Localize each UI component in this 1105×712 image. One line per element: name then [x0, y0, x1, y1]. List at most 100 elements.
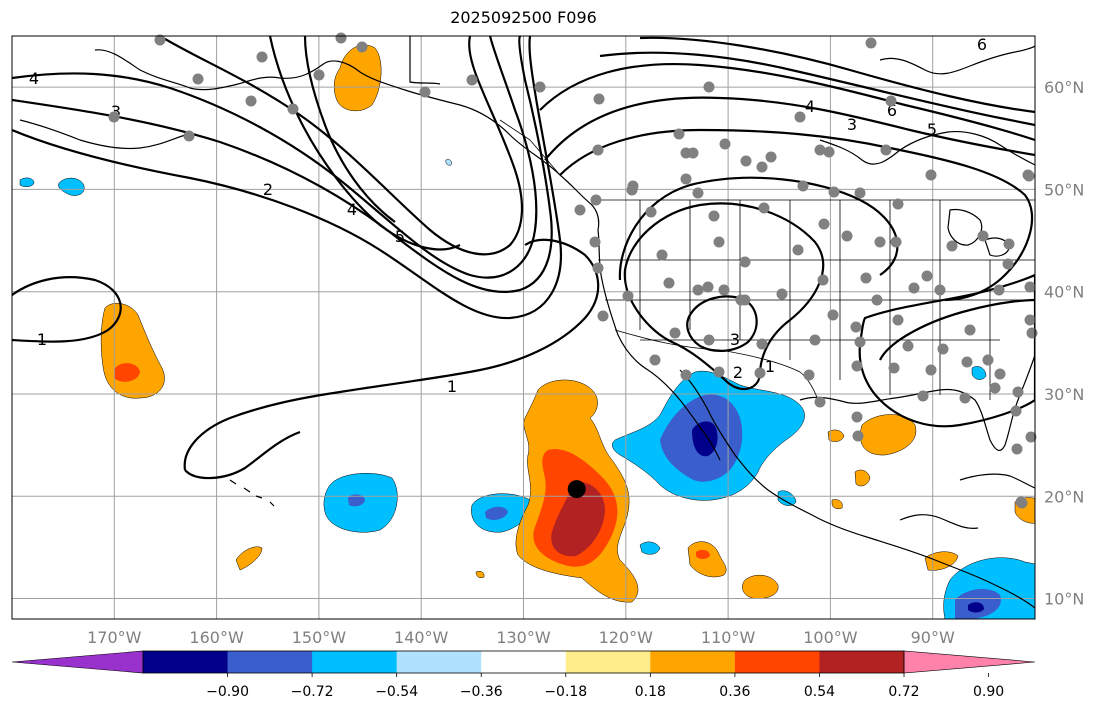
contour-label: 2	[263, 180, 273, 199]
station-dot	[828, 186, 840, 198]
station-dot	[765, 151, 777, 163]
colorbar-tick-label: 0.90	[973, 684, 1004, 700]
station-dot	[692, 187, 704, 199]
station-dot	[874, 236, 886, 248]
cool-core-anomaly-mexico	[692, 421, 718, 457]
station-dot	[592, 144, 604, 156]
station-dot	[851, 360, 863, 372]
colorbar-segment	[565, 651, 651, 673]
station-dot	[803, 369, 815, 381]
contour-1-close	[184, 430, 301, 480]
lat-tick-label: 30°N	[1044, 385, 1084, 404]
colorbar-tick-label: −0.54	[375, 684, 418, 700]
contour-4-main	[12, 36, 538, 279]
cool-anomaly-small-3	[971, 366, 987, 380]
station-dot	[1022, 169, 1034, 181]
contour-low-1	[618, 176, 899, 281]
station-dot	[592, 262, 604, 274]
colorbar-extend-high	[903, 650, 1036, 674]
contour-labels: 1 1 2 2 3 3 3 4 4 4 5 5 6 6 1	[29, 35, 987, 396]
contour-label: 1	[765, 357, 775, 376]
station-dot	[645, 206, 657, 218]
colorbar-segment	[734, 651, 820, 673]
station-dot	[719, 138, 731, 150]
warm-core-s1	[696, 549, 710, 559]
station-dot	[776, 288, 788, 300]
latitude-tick-labels: 10°N 20°N 30°N 40°N 50°N 60°N	[1044, 78, 1084, 608]
lon-tick-label: 170°W	[87, 628, 142, 647]
station-dot	[466, 74, 478, 86]
colorbar-segment	[312, 651, 398, 673]
warm-anomaly-texas	[854, 469, 871, 487]
contour-label: 3	[730, 330, 740, 349]
colorbar-segment	[481, 651, 567, 673]
lon-tick-label: 110°W	[701, 628, 756, 647]
map-title: 2025092500 F096	[450, 8, 597, 27]
station-dot	[756, 338, 768, 350]
station-dot	[739, 256, 751, 268]
station-dot	[108, 111, 120, 123]
station-dot	[687, 147, 699, 159]
station-dot	[854, 187, 866, 199]
colorbar-tick-label: −0.90	[206, 684, 249, 700]
cool-core-central-2	[485, 506, 508, 520]
station-dot	[921, 270, 933, 282]
station-dot	[890, 236, 902, 248]
station-dot	[593, 93, 605, 105]
lat-tick-label: 10°N	[1044, 590, 1084, 609]
warm-anomaly-s2	[742, 574, 779, 599]
contour-label: 6	[977, 35, 987, 54]
station-dot	[818, 218, 830, 230]
station-dot	[419, 86, 431, 98]
hot-anomaly-central-pac	[114, 363, 140, 382]
contour-lines	[12, 36, 1035, 480]
station-dot	[735, 294, 747, 306]
colorbar: −0.90 −0.72 −0.54 −0.36 −0.18 0.18 0.36 0.54 0.7…	[11, 650, 1036, 700]
station-dot	[1002, 258, 1014, 270]
station-dot	[1026, 327, 1038, 339]
station-dot	[823, 146, 835, 158]
lon-tick-label: 140°W	[394, 628, 449, 647]
lat-tick-label: 40°N	[1044, 283, 1084, 302]
colorbar-segment	[396, 651, 482, 673]
station-dot	[814, 144, 826, 156]
station-dot	[1011, 443, 1023, 455]
contour-label: 2	[733, 363, 743, 382]
contour-label: 3	[111, 102, 121, 121]
station-dot	[718, 284, 730, 296]
station-dot	[622, 290, 634, 302]
station-dot	[256, 51, 268, 63]
warm-anomaly-gulf	[860, 414, 917, 456]
station-dot	[1025, 431, 1037, 443]
warm-anomaly-s4	[475, 570, 485, 579]
station-dot	[356, 41, 368, 53]
colorbar-frame	[142, 650, 905, 674]
station-dot	[794, 111, 806, 123]
station-dot	[1010, 405, 1022, 417]
station-dot	[1016, 497, 1028, 509]
station-dot	[827, 309, 839, 321]
longitude-tick-labels: 170°W 160°W 150°W 140°W 130°W 120°W 110°W 100°W…	[87, 628, 955, 647]
contour-2-main	[12, 36, 562, 320]
contour-label: 1	[447, 377, 457, 396]
station-dot	[888, 362, 900, 374]
station-dot	[993, 284, 1005, 296]
station-dot	[851, 411, 863, 423]
station-dot	[1012, 386, 1024, 398]
station-dot	[925, 169, 937, 181]
station-dot	[335, 32, 347, 44]
colorbar-tick-label: −0.36	[460, 684, 503, 700]
station-dot	[754, 367, 766, 379]
lon-tick-label: 90°W	[911, 628, 955, 647]
contour-east-low	[858, 273, 1035, 428]
colorbar-tick-label: −0.72	[291, 684, 334, 700]
station-dot	[797, 180, 809, 192]
station-dot	[852, 430, 864, 442]
station-dot	[989, 382, 1001, 394]
station-dot	[982, 354, 994, 366]
map-gridlines	[12, 36, 1035, 619]
station-dot	[908, 282, 920, 294]
station-dot	[925, 364, 937, 376]
station-dot	[663, 277, 675, 289]
station-dot	[287, 103, 299, 115]
